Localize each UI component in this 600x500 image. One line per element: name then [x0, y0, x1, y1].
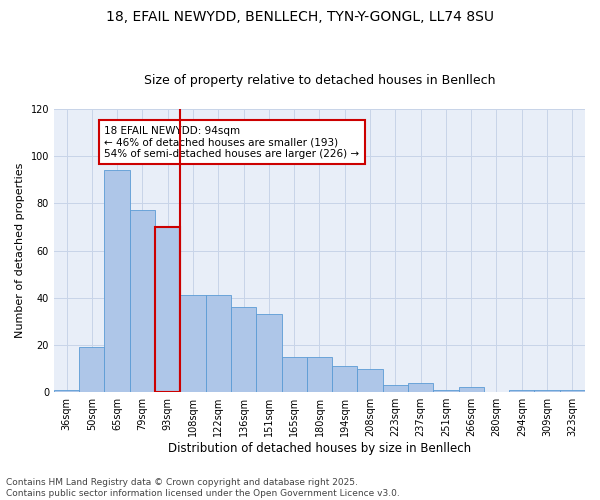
Bar	[54, 390, 79, 392]
Bar	[79, 348, 104, 392]
Bar	[206, 296, 231, 392]
Bar	[509, 390, 535, 392]
Title: Size of property relative to detached houses in Benllech: Size of property relative to detached ho…	[144, 74, 495, 87]
Bar	[458, 388, 484, 392]
Bar	[256, 314, 281, 392]
Y-axis label: Number of detached properties: Number of detached properties	[15, 163, 25, 338]
Bar	[383, 385, 408, 392]
Bar	[181, 296, 206, 392]
Bar	[408, 383, 433, 392]
Text: 18 EFAIL NEWYDD: 94sqm
← 46% of detached houses are smaller (193)
54% of semi-de: 18 EFAIL NEWYDD: 94sqm ← 46% of detached…	[104, 126, 359, 158]
Bar	[155, 227, 181, 392]
Bar	[332, 366, 358, 392]
Bar	[281, 357, 307, 392]
Bar	[231, 307, 256, 392]
Bar	[433, 390, 458, 392]
X-axis label: Distribution of detached houses by size in Benllech: Distribution of detached houses by size …	[168, 442, 471, 455]
Text: Contains HM Land Registry data © Crown copyright and database right 2025.
Contai: Contains HM Land Registry data © Crown c…	[6, 478, 400, 498]
Bar	[535, 390, 560, 392]
Text: 18, EFAIL NEWYDD, BENLLECH, TYN-Y-GONGL, LL74 8SU: 18, EFAIL NEWYDD, BENLLECH, TYN-Y-GONGL,…	[106, 10, 494, 24]
Bar	[560, 390, 585, 392]
Bar	[104, 170, 130, 392]
Bar	[307, 357, 332, 392]
Bar	[358, 368, 383, 392]
Bar	[130, 210, 155, 392]
